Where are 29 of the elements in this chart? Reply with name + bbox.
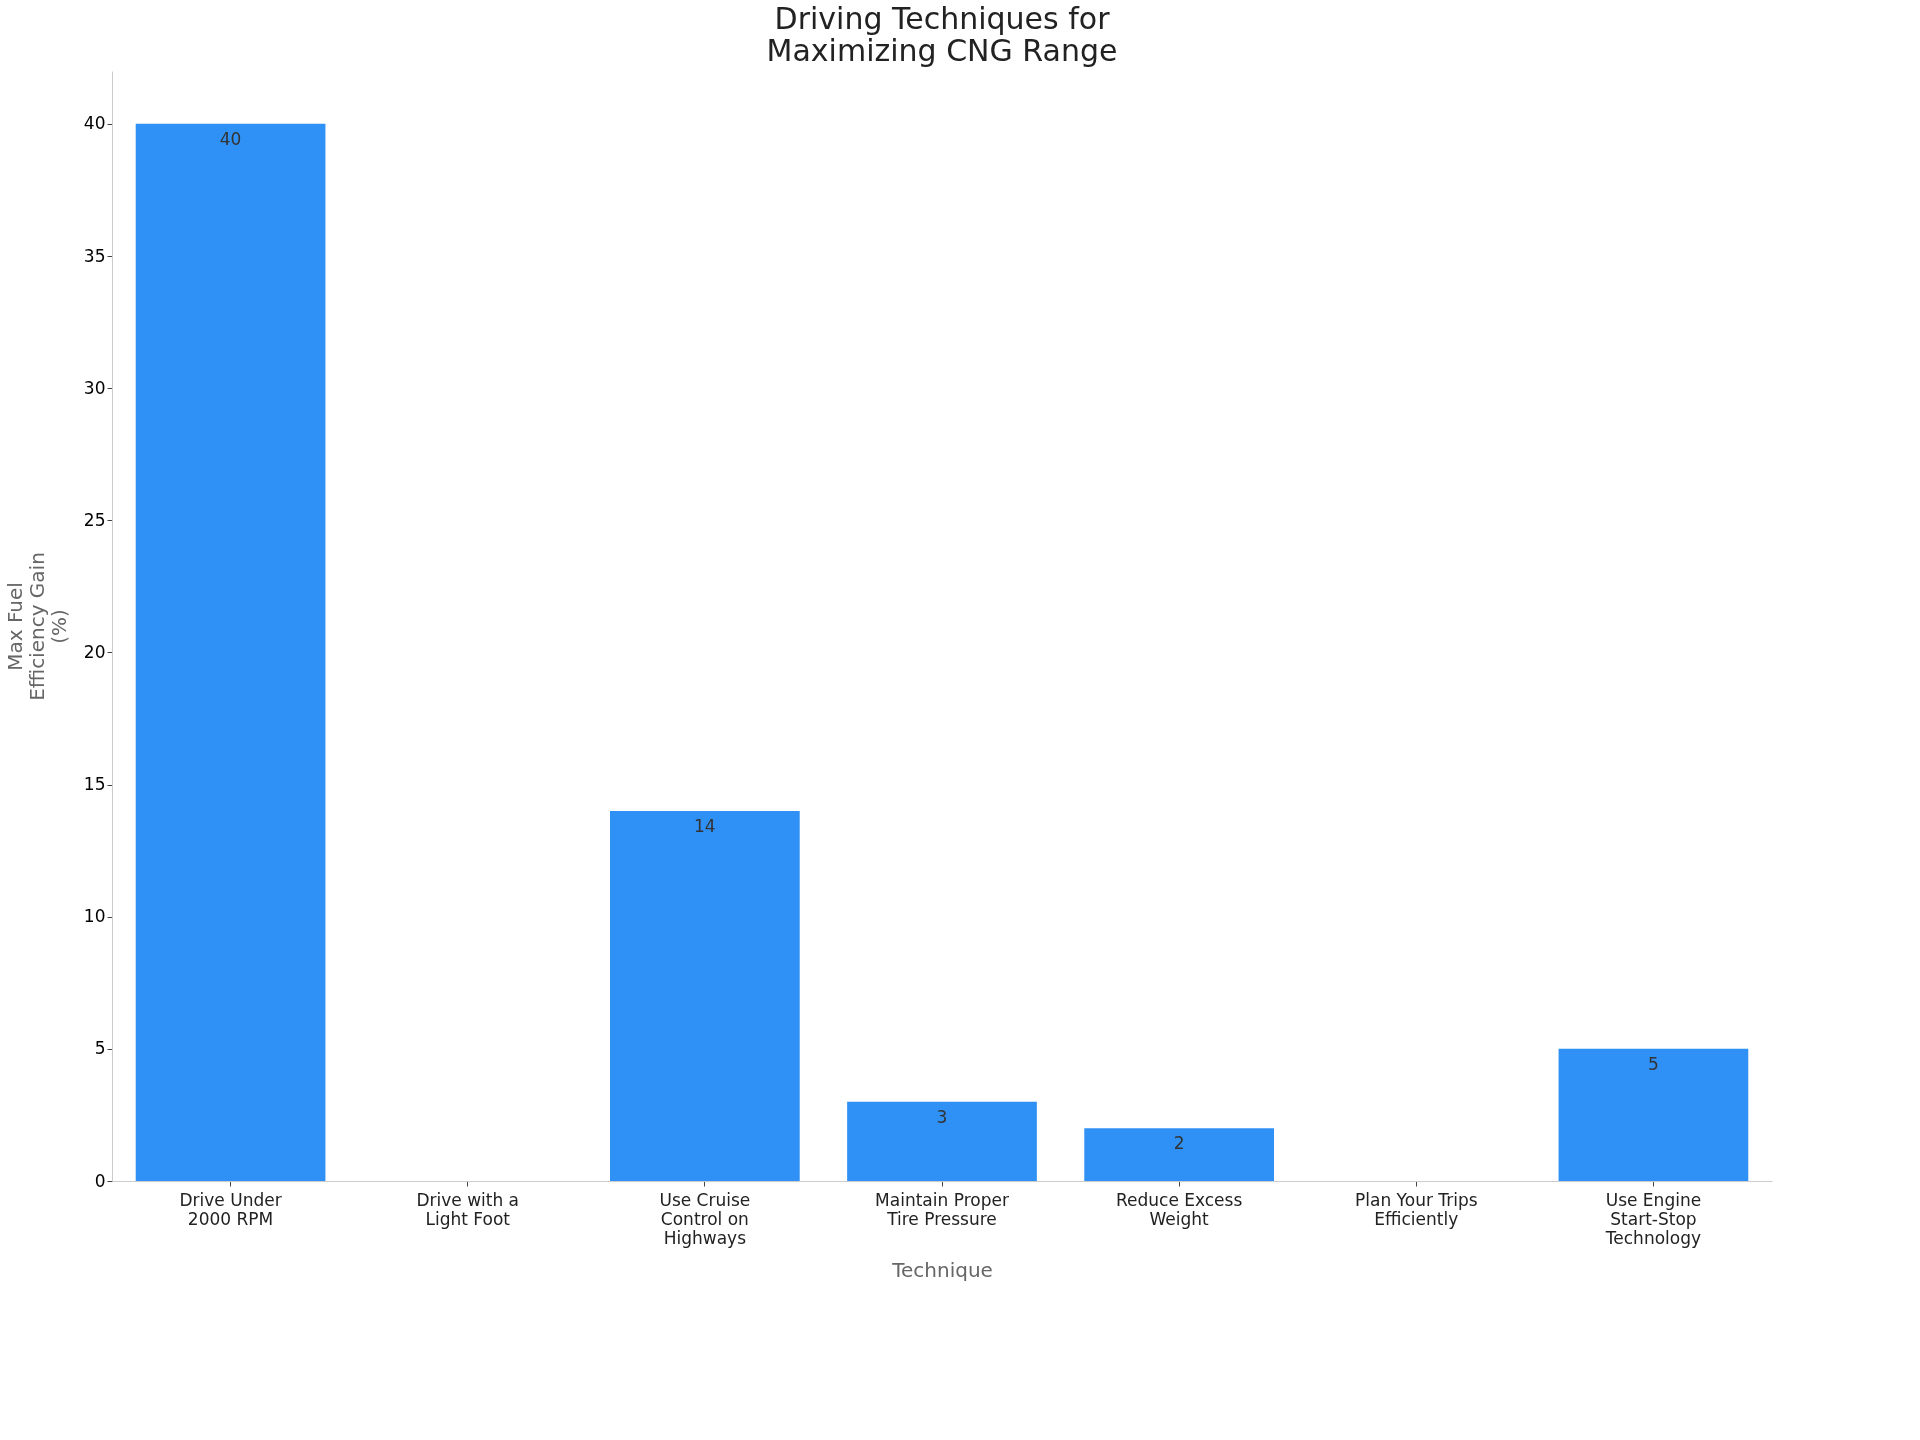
x-axis-title: Technique bbox=[891, 1257, 993, 1282]
y-tick-label: 5 bbox=[94, 1038, 106, 1059]
data-label: 14 bbox=[694, 816, 716, 836]
y-tick-label: 30 bbox=[83, 377, 106, 398]
data-label: 3 bbox=[936, 1106, 948, 1127]
data-label: 5 bbox=[1648, 1053, 1659, 1074]
x-tick-label: Use Engine Start-Stop Technology bbox=[1604, 1189, 1702, 1248]
y-axis-title: Max Fuel Efficiency Gain (%) bbox=[2, 552, 71, 701]
bar bbox=[610, 811, 800, 1181]
bar bbox=[135, 123, 326, 1181]
bar bbox=[847, 1101, 1037, 1181]
y-tick-label: 0 bbox=[94, 1170, 106, 1191]
x-tick-label: Maintain Proper Tire Pressure bbox=[875, 1189, 1009, 1229]
y-tick-label: 15 bbox=[83, 774, 106, 795]
chart-title: Driving Techniques for Maximizing CNG Range bbox=[766, 1, 1118, 68]
x-tick-label: Drive with a Light Foot bbox=[416, 1189, 520, 1229]
data-label: 2 bbox=[1173, 1133, 1185, 1154]
y-tick-label: 25 bbox=[83, 509, 106, 530]
bar bbox=[1558, 1048, 1749, 1181]
x-tick-label: Use Cruise Control on Highways bbox=[659, 1189, 751, 1248]
data-label: 40 bbox=[219, 128, 242, 149]
y-tick-label: 10 bbox=[83, 906, 106, 927]
y-tick-label: 35 bbox=[83, 245, 106, 266]
x-tick-label: Drive Under 2000 RPM bbox=[179, 1189, 282, 1229]
x-tick-label: Plan Your Trips Efficiently bbox=[1355, 1189, 1478, 1229]
y-tick-label: 20 bbox=[83, 641, 106, 662]
y-tick-label: 40 bbox=[83, 113, 106, 134]
x-tick-label: Reduce Excess Weight bbox=[1115, 1189, 1243, 1229]
bar bbox=[1084, 1128, 1274, 1181]
